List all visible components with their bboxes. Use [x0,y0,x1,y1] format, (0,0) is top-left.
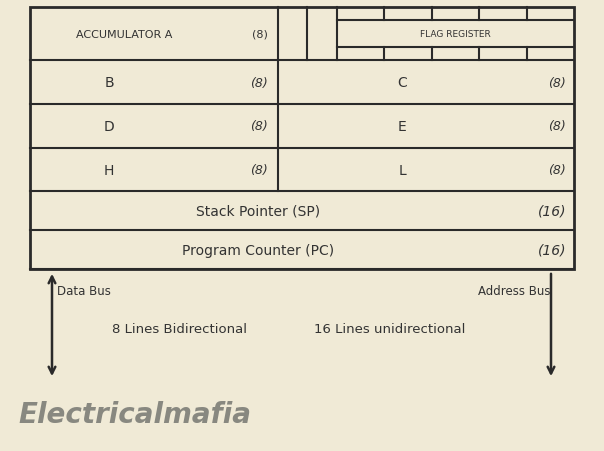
Text: FLAG REGISTER: FLAG REGISTER [420,30,491,39]
Text: D: D [104,120,115,133]
Text: L: L [398,163,406,177]
Text: (16): (16) [538,243,566,257]
Text: C: C [397,76,407,90]
Text: (8): (8) [252,30,268,40]
Text: (8): (8) [250,120,268,133]
Text: B: B [104,76,114,90]
Text: Stack Pointer (SP): Stack Pointer (SP) [196,204,321,218]
Text: (8): (8) [548,77,566,89]
Text: (8): (8) [548,164,566,177]
Text: Data Bus: Data Bus [57,285,111,297]
Text: (16): (16) [538,204,566,218]
Text: E: E [397,120,406,133]
Text: Electricalmafia: Electricalmafia [18,400,251,428]
Text: Program Counter (PC): Program Counter (PC) [182,243,335,257]
Text: (8): (8) [250,77,268,89]
Text: (8): (8) [548,120,566,133]
Text: H: H [104,163,114,177]
Text: (8): (8) [250,164,268,177]
Text: 16 Lines unidirectional: 16 Lines unidirectional [314,323,466,336]
Bar [30,8,574,269]
Text: ACCUMULATOR A: ACCUMULATOR A [76,30,172,40]
Text: 8 Lines Bidirectional: 8 Lines Bidirectional [112,323,248,336]
Text: Address Bus: Address Bus [478,285,551,297]
